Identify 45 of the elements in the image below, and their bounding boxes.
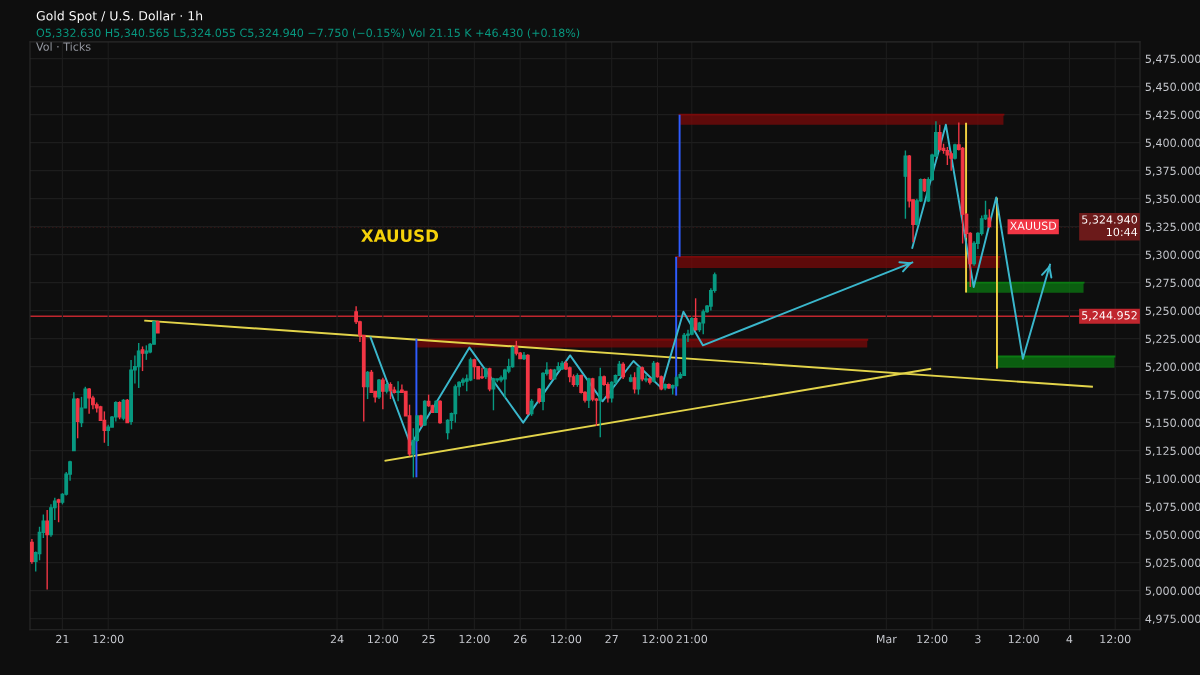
x-tick-label: 12:00 bbox=[368, 634, 399, 644]
y-tick-label: 5,125.000 bbox=[1145, 446, 1200, 457]
annotation: Vol · Ticks bbox=[36, 42, 91, 51]
x-tick-label: Mar bbox=[876, 634, 897, 644]
ref-line-label: 5,244.952 bbox=[1082, 311, 1137, 321]
x-tick-label: 12:00 bbox=[642, 634, 673, 644]
y-tick-label: 5,050.000 bbox=[1145, 530, 1200, 541]
y-tick-label: 5,425.000 bbox=[1145, 110, 1200, 121]
y-tick-label: 4,975.000 bbox=[1145, 614, 1200, 625]
y-tick-label: 5,025.000 bbox=[1145, 558, 1200, 569]
y-tick-label: 5,325.000 bbox=[1145, 222, 1200, 233]
y-tick-label: 5,300.000 bbox=[1145, 250, 1200, 261]
y-tick-label: 5,225.000 bbox=[1145, 334, 1200, 345]
chart-subtitle: O5,332.630 H5,340.565 L5,324.055 C5,324.940 −7.750 (−0.15%) Vol 21.15 K +46.430 (+0.18%) bbox=[36, 28, 580, 39]
y-tick-label: 5,400.000 bbox=[1145, 138, 1200, 149]
ref-line-label: 5,324.940 10:44 bbox=[1082, 215, 1138, 237]
chart-title: Gold Spot / U.S. Dollar · 1h bbox=[36, 10, 203, 23]
y-tick-label: 5,200.000 bbox=[1145, 362, 1200, 373]
x-tick-label: 12:00 bbox=[917, 634, 948, 644]
y-tick-label: 5,375.000 bbox=[1145, 166, 1200, 177]
x-tick-label: 12:00 bbox=[93, 634, 124, 644]
x-tick-label: 12:00 bbox=[1008, 634, 1039, 644]
y-tick-label: 5,150.000 bbox=[1145, 418, 1200, 429]
y-tick-label: 5,275.000 bbox=[1145, 278, 1200, 289]
x-tick-label: 4 bbox=[1066, 634, 1073, 644]
y-tick-label: 5,475.000 bbox=[1145, 54, 1200, 65]
x-tick-label: 21:00 bbox=[676, 634, 708, 644]
x-tick-label: 21 bbox=[56, 634, 69, 644]
y-tick-label: 5,250.000 bbox=[1145, 306, 1200, 317]
x-tick-label: 27 bbox=[605, 634, 618, 644]
y-tick-label: 5,075.000 bbox=[1145, 502, 1200, 513]
x-tick-label: 3 bbox=[975, 634, 981, 644]
y-tick-label: 5,100.000 bbox=[1145, 474, 1200, 485]
x-tick-label: 12:00 bbox=[551, 634, 582, 644]
x-tick-label: 12:00 bbox=[459, 634, 490, 644]
y-tick-label: 5,350.000 bbox=[1145, 194, 1200, 205]
y-tick-label: 5,000.000 bbox=[1145, 586, 1200, 597]
y-tick-label: 5,175.000 bbox=[1145, 390, 1200, 401]
x-tick-label: 12:00 bbox=[1100, 634, 1131, 644]
annotation: XAUUSD bbox=[361, 229, 439, 242]
x-tick-label: 26 bbox=[513, 634, 527, 644]
y-tick-label: 5,450.000 bbox=[1145, 82, 1200, 93]
annotation: XAUUSD bbox=[1010, 221, 1057, 230]
x-tick-label: 25 bbox=[422, 634, 435, 644]
x-tick-label: 24 bbox=[330, 634, 344, 644]
